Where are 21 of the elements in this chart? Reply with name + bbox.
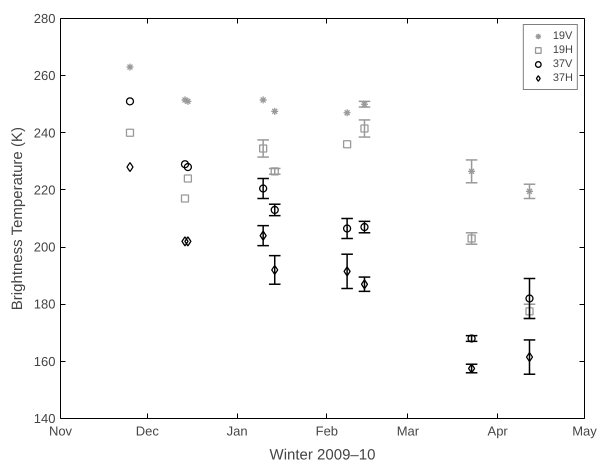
x-tick-label: Dec (136, 424, 160, 438)
y-tick-label: 180 (34, 296, 56, 312)
x-tick-label: Nov (48, 424, 73, 438)
x-tick-label: Mar (396, 424, 420, 438)
legend-label: 37V (552, 57, 573, 71)
y-tick-label: 280 (34, 11, 56, 26)
y-tick-label: 260 (34, 68, 56, 84)
y-tick-label: 140 (34, 411, 56, 426)
x-axis-title: Winter 2009–10 (270, 446, 376, 464)
y-axis-title: Brightness Temperature (K) (8, 127, 26, 310)
y-tick-label: 220 (34, 182, 56, 198)
y-tick-label: 200 (34, 240, 56, 255)
legend-label: 19H (552, 43, 573, 57)
y-tick-label: 240 (34, 125, 56, 140)
x-tick-label: Apr (488, 424, 508, 438)
x-tick-label: Jan (226, 424, 248, 438)
x-tick-label: May (572, 424, 598, 438)
legend-label: 37H (552, 71, 573, 85)
x-tick-label: Feb (316, 424, 338, 438)
y-tick-label: 160 (34, 354, 56, 369)
legend-label: 19V (552, 29, 573, 43)
